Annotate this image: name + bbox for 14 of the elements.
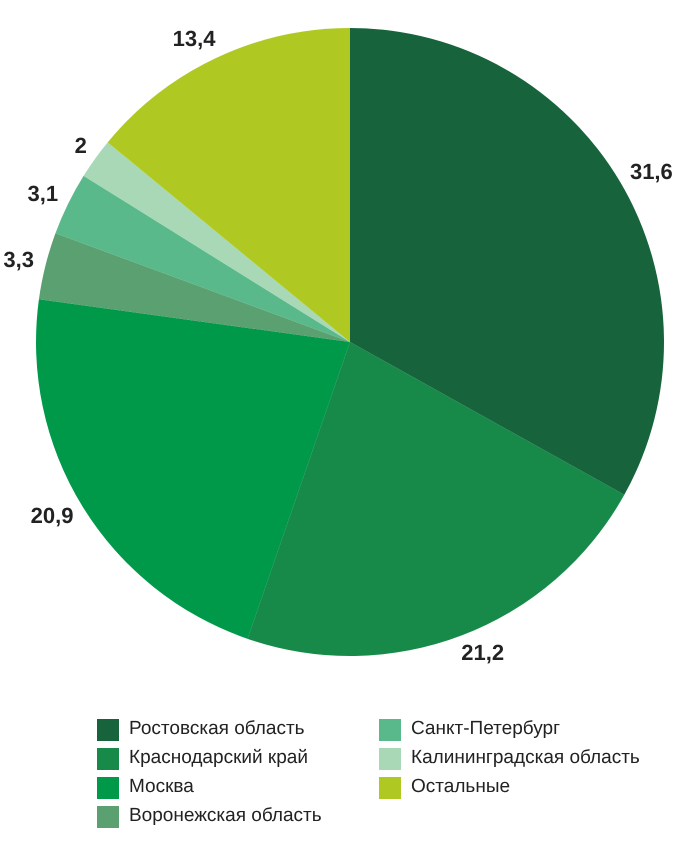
legend-label: Санкт-Петербург [411,718,560,740]
data-label: 13,4 [172,26,216,51]
legend-label: Ростовская область [129,718,305,740]
legend-label: Москва [129,776,194,798]
data-label: 20,9 [30,502,74,528]
legend-label: Воронежская область [129,805,322,827]
data-label: 31,6 [630,158,673,184]
data-label: 3,1 [27,181,58,206]
data-label: 3,3 [3,247,34,272]
data-label: 2 [74,133,87,158]
legend-label: Калининградская область [411,747,640,769]
data-label: 21,2 [461,640,504,666]
legend-label: Краснодарский край [129,747,308,769]
legend-label: Остальные [411,776,510,798]
